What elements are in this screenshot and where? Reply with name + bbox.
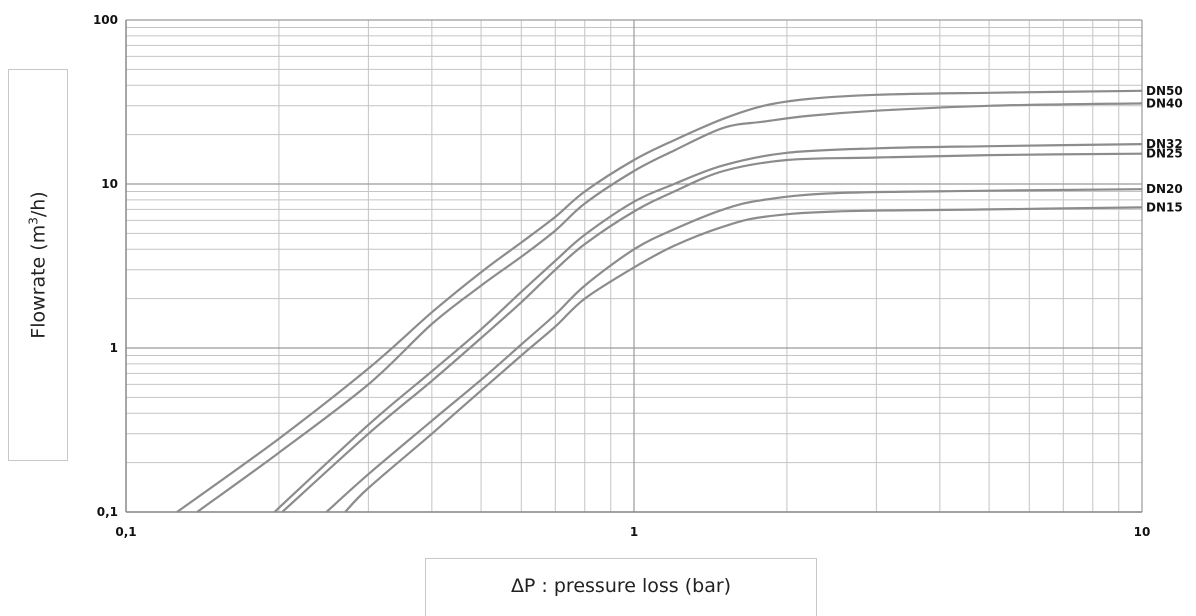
y-tick-label: 0,1 xyxy=(97,505,118,519)
x-tick-label: 1 xyxy=(630,525,638,539)
major-gridlines xyxy=(125,19,1143,513)
x-axis-label: ΔP : pressure loss (bar) xyxy=(510,575,732,597)
tick-labels: 0,1 1 10 0,1 1 10 100 xyxy=(93,13,1150,539)
series-label-dn20: DN20 xyxy=(1146,182,1183,196)
y-tick-label: 10 xyxy=(101,177,118,191)
series-line-dn15 xyxy=(344,206,1143,513)
series-line-dn40 xyxy=(196,102,1143,513)
series-line-dn32 xyxy=(273,143,1143,513)
y-tick-label: 100 xyxy=(93,13,118,27)
series-label-dn40: DN40 xyxy=(1146,96,1183,110)
series-line-dn50 xyxy=(176,89,1143,513)
series-lines xyxy=(176,89,1143,513)
y-tick-label: 1 xyxy=(110,341,118,355)
series-line-dn25 xyxy=(281,152,1143,513)
y-axis-label: Flowrate (m3/h) xyxy=(26,191,50,339)
x-axis-label-box: ΔP : pressure loss (bar) xyxy=(425,558,817,616)
series-label-dn32: DN32 xyxy=(1146,137,1183,151)
x-tick-label: 10 xyxy=(1134,525,1151,539)
y-axis-label-box: Flowrate (m3/h) xyxy=(8,69,68,461)
series-label-dn15: DN15 xyxy=(1146,200,1183,214)
series-label-dn50: DN50 xyxy=(1146,84,1183,98)
series-line-dn20 xyxy=(325,188,1143,513)
series-label-dn25: DN25 xyxy=(1146,147,1183,161)
x-tick-label: 0,1 xyxy=(115,525,136,539)
